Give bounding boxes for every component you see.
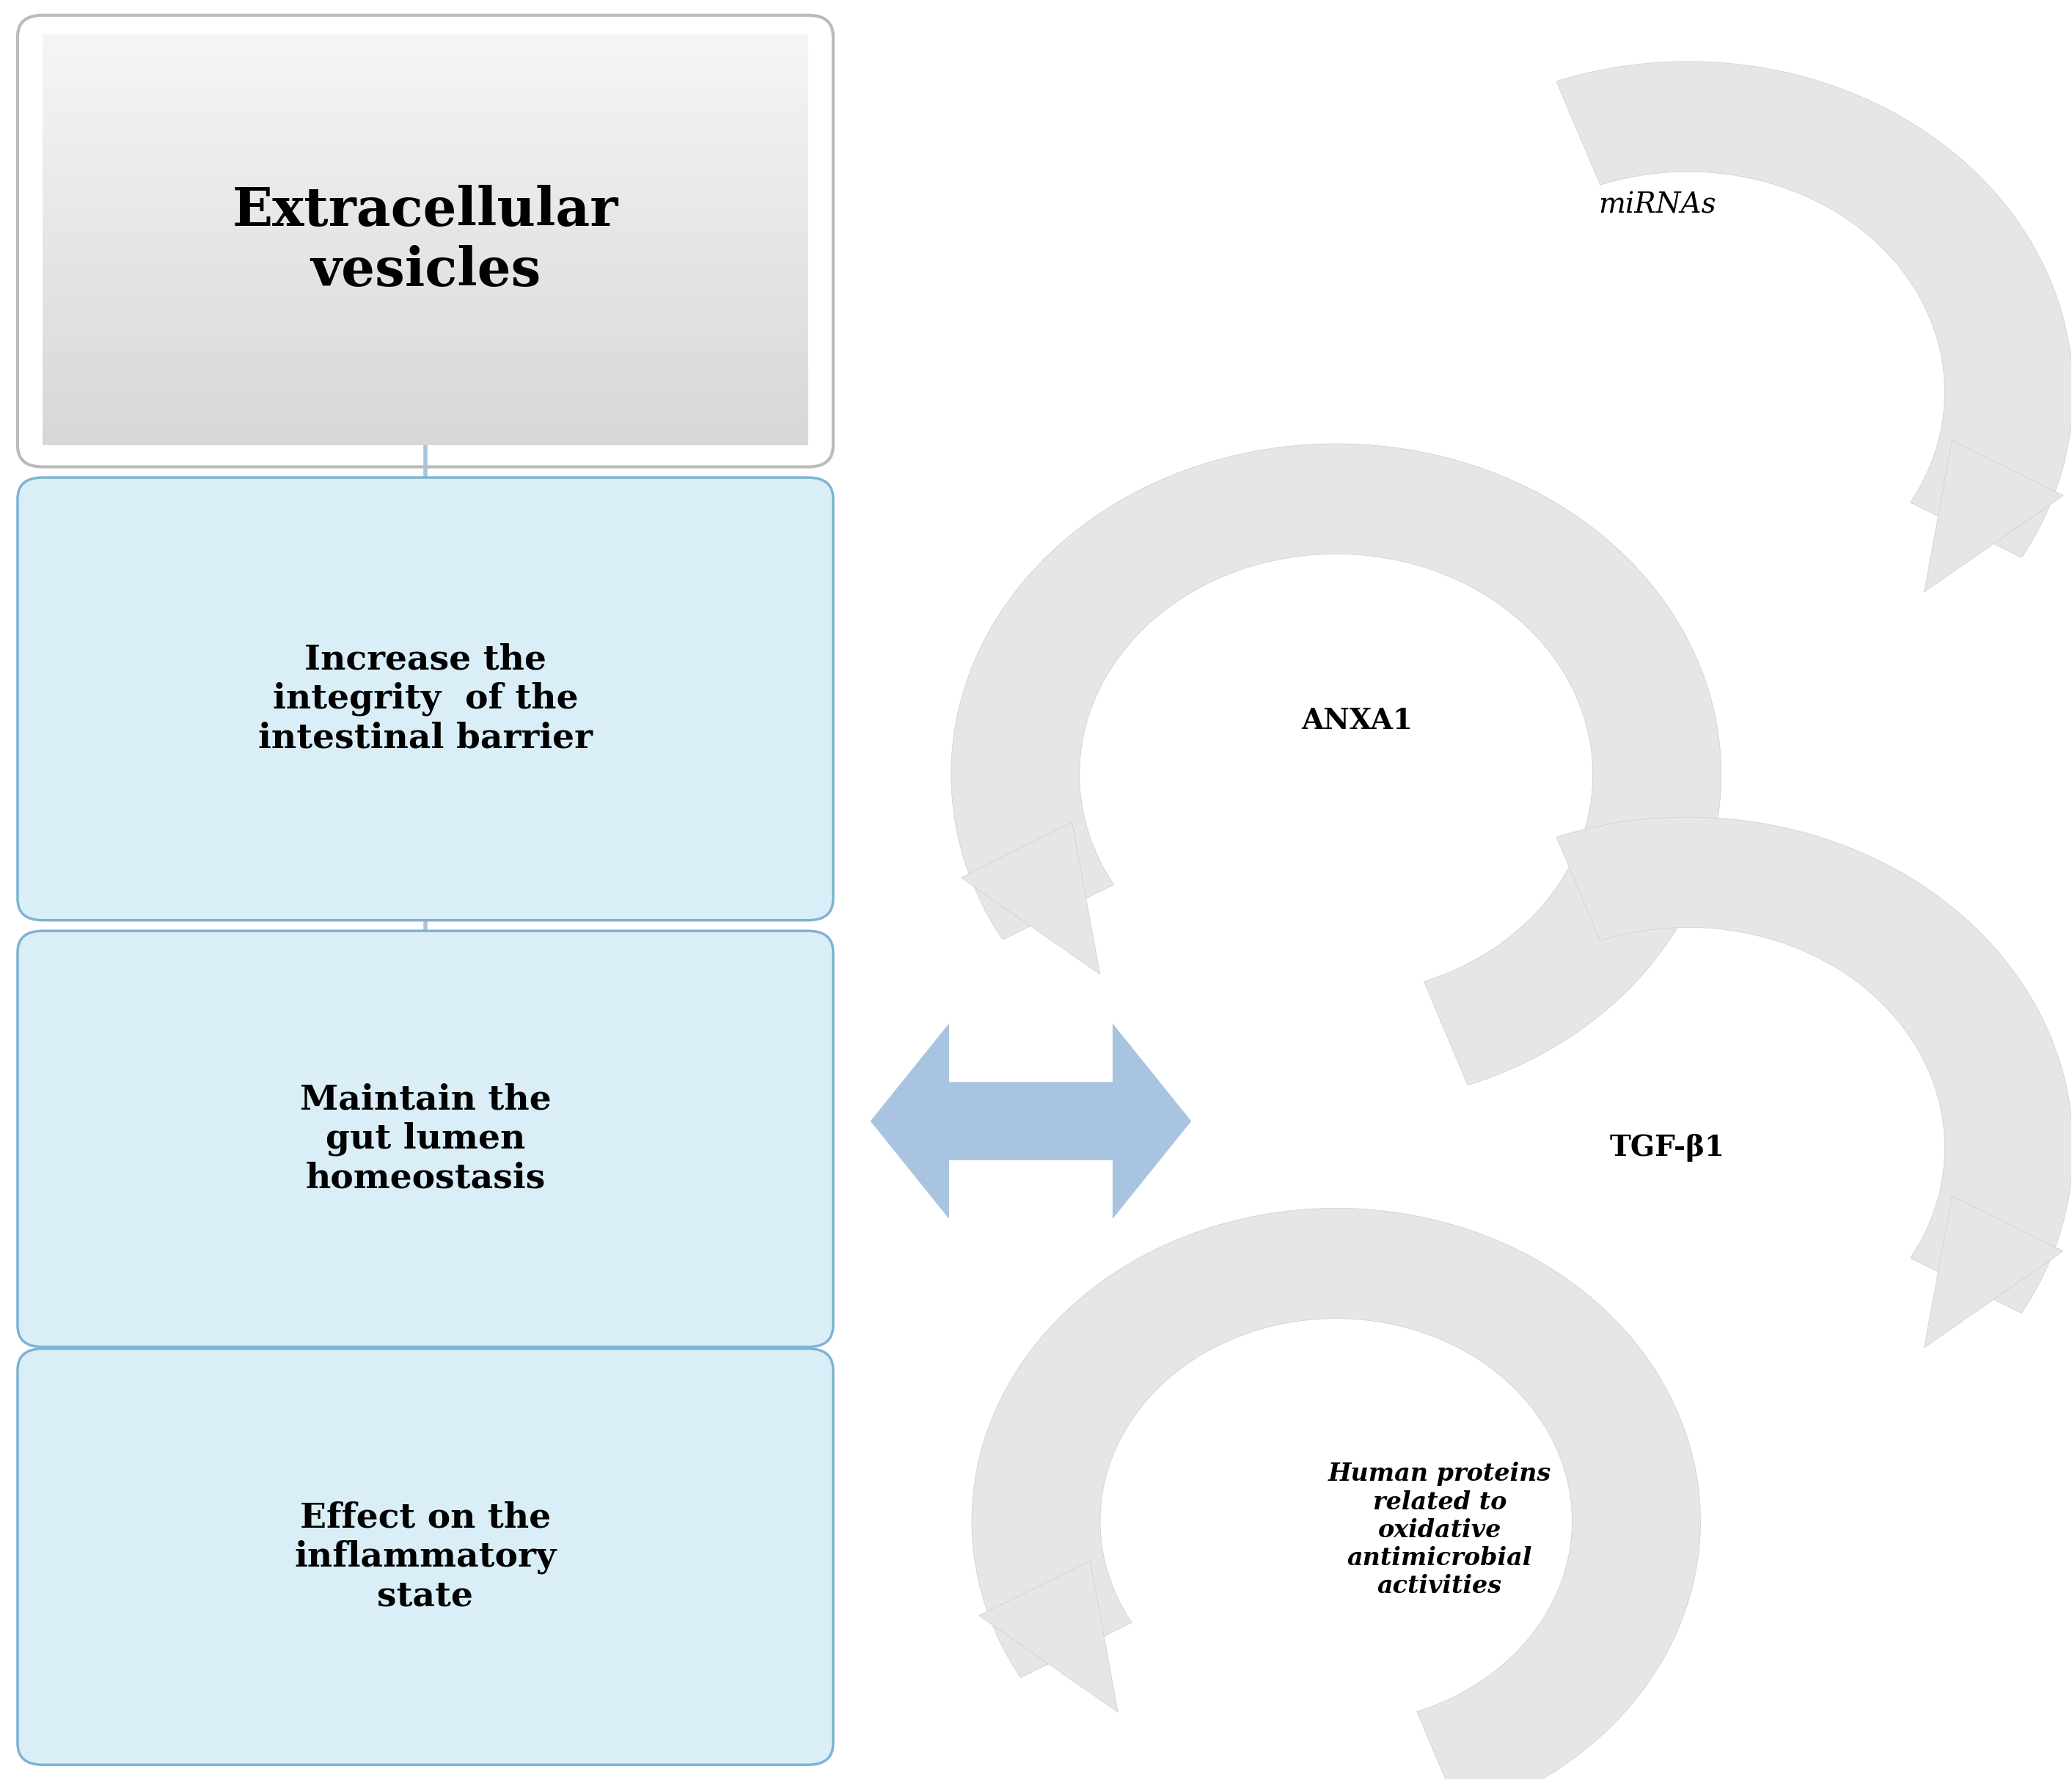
Bar — [41, 342, 808, 354]
Polygon shape — [978, 1561, 1119, 1712]
Polygon shape — [1925, 1196, 2064, 1347]
Bar — [41, 331, 808, 344]
Bar — [41, 383, 808, 395]
Bar — [41, 189, 808, 199]
Bar — [41, 434, 808, 445]
Text: Effect on the
inflammatory
state: Effect on the inflammatory state — [294, 1501, 557, 1613]
Text: ANXA1: ANXA1 — [1301, 707, 1413, 735]
Bar — [41, 260, 808, 272]
Bar — [41, 372, 808, 384]
Text: miRNAs: miRNAs — [1598, 192, 1716, 219]
Bar — [41, 312, 808, 322]
Bar — [41, 148, 808, 158]
Bar — [41, 66, 808, 78]
Polygon shape — [1556, 817, 2072, 1314]
Bar — [41, 55, 808, 68]
Text: TGF-β1: TGF-β1 — [1610, 1134, 1724, 1162]
Bar — [41, 249, 808, 262]
Polygon shape — [961, 822, 1100, 974]
Text: Extracellular
vesicles: Extracellular vesicles — [232, 185, 617, 297]
Bar — [41, 230, 808, 240]
Bar — [41, 44, 808, 57]
Bar — [41, 290, 808, 303]
Bar — [41, 137, 808, 150]
Bar — [41, 279, 808, 292]
Bar — [41, 77, 808, 87]
Bar — [41, 271, 808, 281]
Polygon shape — [972, 1209, 1701, 1780]
Bar — [41, 219, 808, 231]
Bar — [41, 96, 808, 109]
Bar — [41, 157, 808, 169]
Bar — [41, 85, 808, 98]
Bar — [41, 352, 808, 363]
Polygon shape — [870, 1023, 1191, 1219]
Bar — [41, 167, 808, 180]
Bar — [41, 413, 808, 425]
Bar — [41, 107, 808, 117]
Bar — [41, 208, 808, 221]
Polygon shape — [951, 443, 1722, 1086]
Bar — [41, 178, 808, 190]
Text: Increase the
integrity  of the
intestinal barrier: Increase the integrity of the intestinal… — [259, 643, 593, 755]
Bar — [41, 36, 808, 46]
Polygon shape — [1556, 62, 2072, 557]
Text: Human proteins
related to
oxidative
antimicrobial
activities: Human proteins related to oxidative anti… — [1328, 1461, 1552, 1598]
Bar — [41, 424, 808, 436]
Bar — [41, 402, 808, 415]
Text: Maintain the
gut lumen
homeostasis: Maintain the gut lumen homeostasis — [300, 1082, 551, 1194]
FancyBboxPatch shape — [17, 931, 833, 1347]
Bar — [41, 239, 808, 251]
Bar — [41, 198, 808, 210]
Bar — [41, 116, 808, 128]
Bar — [41, 361, 808, 374]
Bar — [41, 126, 808, 139]
Polygon shape — [1925, 440, 2064, 593]
Bar — [41, 320, 808, 333]
Bar — [41, 301, 808, 313]
FancyBboxPatch shape — [17, 1349, 833, 1764]
Bar — [41, 393, 808, 404]
FancyBboxPatch shape — [17, 477, 833, 920]
